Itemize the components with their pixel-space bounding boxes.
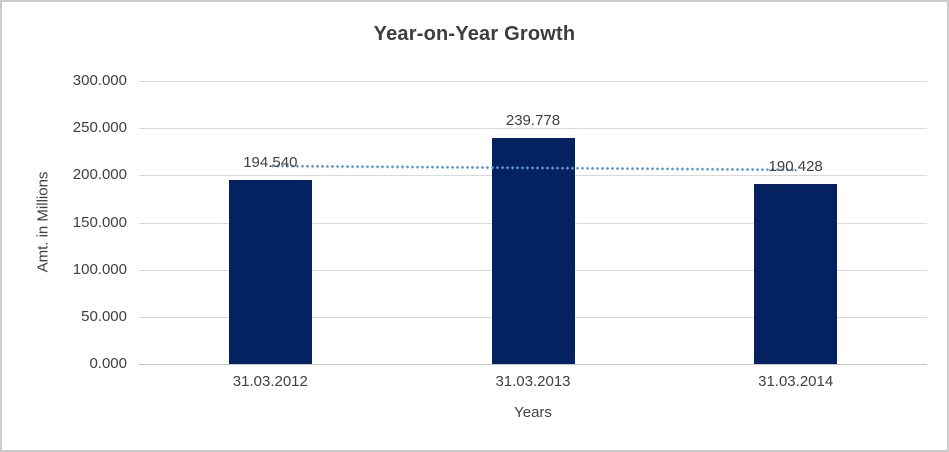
x-tick-label: 31.03.2013	[495, 373, 571, 390]
y-tick-label: 250.000	[72, 119, 127, 137]
bar	[491, 137, 575, 364]
x-tick-label: 31.03.2014	[758, 373, 834, 390]
bar	[754, 184, 838, 364]
gridline	[139, 81, 927, 82]
x-tick-label: 31.03.2012	[232, 373, 308, 390]
y-tick-label: 300.000	[72, 72, 127, 89]
bar-value-label: 194.540	[243, 154, 298, 172]
y-tick-label: 100.000	[72, 260, 127, 278]
y-tick-label: 150.000	[72, 213, 127, 231]
bar	[228, 180, 312, 364]
bar-value-label: 239.778	[505, 111, 561, 129]
bar-value-label: 190.428	[768, 158, 823, 176]
x-axis-title: Years	[514, 404, 552, 421]
y-tick-label: 200.000	[72, 166, 127, 184]
chart-title: Year-on-Year Growth	[373, 23, 576, 45]
y-tick-label: 0.000	[89, 355, 127, 372]
gridline	[139, 128, 927, 130]
y-tick-label: 50.000	[81, 307, 127, 325]
plot-area	[139, 81, 927, 365]
